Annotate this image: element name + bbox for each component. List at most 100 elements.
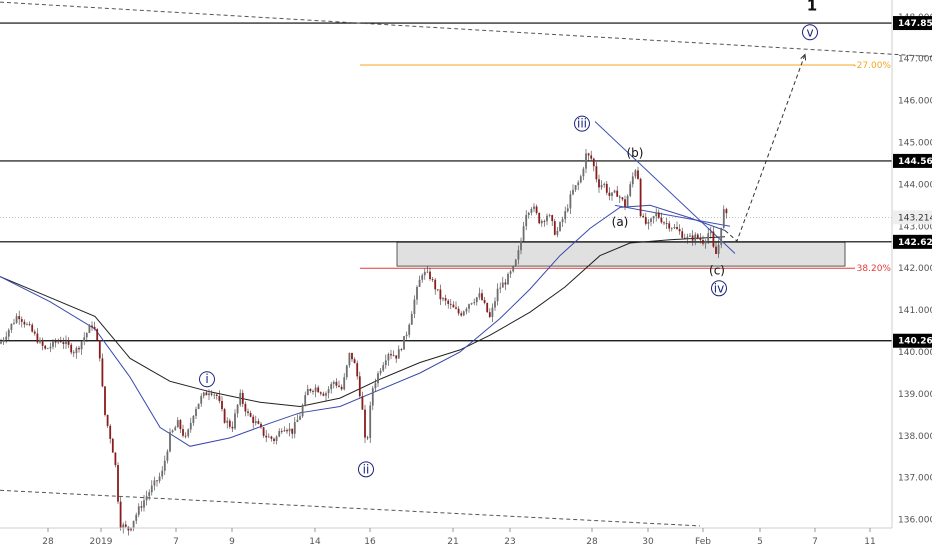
candle-body	[423, 271, 426, 276]
candle-body	[130, 527, 132, 531]
candle-body	[59, 341, 62, 343]
y-tick-label: 136.000	[898, 516, 932, 526]
candle-body	[356, 363, 359, 377]
candle-body	[663, 222, 665, 224]
trendline-lower-dashed[interactable]	[0, 489, 701, 527]
trendline-upper-dashed[interactable]	[0, 1, 932, 58]
wave-circle	[711, 280, 727, 297]
candle-body	[647, 221, 650, 224]
candle-body	[657, 212, 660, 218]
candle-body	[618, 196, 621, 198]
wave-circle	[574, 115, 590, 132]
candle-body	[626, 195, 629, 207]
current-price-tag	[893, 210, 932, 225]
candle-body	[262, 427, 265, 436]
candle-body	[400, 349, 403, 351]
candle-body	[681, 231, 684, 238]
candle-body	[275, 436, 278, 442]
candle-body	[85, 333, 88, 338]
candle-body	[330, 383, 333, 390]
candle-body	[429, 271, 431, 280]
candle-body	[179, 420, 182, 430]
candle-body	[473, 302, 476, 304]
candle-body	[296, 419, 299, 423]
candle-body	[195, 408, 197, 416]
candle-body	[483, 300, 486, 303]
candle-body	[343, 377, 346, 390]
y-tick-label: 142.000	[898, 264, 932, 274]
candle-body	[660, 217, 663, 223]
wave-label[interactable]: 1	[807, 0, 817, 14]
candle-body	[327, 389, 330, 394]
candle-body	[582, 168, 585, 177]
candle-body	[595, 166, 598, 180]
y-tick-label: 141.000	[898, 306, 932, 316]
candle-body	[10, 323, 13, 330]
candle-body	[78, 347, 80, 350]
candle-body	[613, 190, 616, 193]
candle-body	[364, 409, 366, 438]
support-zone[interactable]	[396, 241, 846, 267]
candle-body	[163, 460, 166, 471]
wave-label[interactable]: (c)	[709, 263, 725, 277]
wave-label[interactable]: iii	[577, 117, 587, 131]
candle-body	[117, 465, 119, 502]
candle-body	[611, 192, 613, 196]
x-tick-label: 30	[642, 537, 654, 547]
candle-body	[205, 392, 208, 396]
candle-body	[161, 470, 164, 477]
candle-body	[704, 240, 707, 244]
x-tick-label: 21	[447, 537, 458, 547]
candle-body	[221, 400, 223, 410]
wave-label[interactable]: iv	[714, 281, 724, 295]
candle-body	[33, 331, 36, 334]
candle-body	[127, 526, 130, 531]
trendline-wedge-bottom[interactable]	[614, 204, 731, 227]
candle-body	[556, 230, 559, 235]
candle-body	[72, 352, 75, 354]
candle-body	[504, 282, 507, 285]
x-tick-label: 5	[757, 537, 763, 547]
candle-body	[564, 211, 567, 220]
candle-body	[533, 206, 535, 209]
candle-body	[65, 340, 67, 345]
candle-body	[460, 313, 463, 316]
candle-body	[551, 215, 554, 222]
candle-body	[652, 216, 655, 219]
candle-body	[150, 485, 153, 493]
candle-body	[234, 413, 236, 429]
candle-body	[96, 329, 99, 341]
price-tag	[893, 153, 932, 168]
candle-body	[408, 324, 411, 335]
candle-body	[709, 231, 712, 234]
wave-label[interactable]: (b)	[627, 146, 644, 160]
candle-body	[616, 190, 619, 197]
candle-body	[522, 226, 525, 241]
moving-average-slow	[0, 236, 726, 408]
candle-body	[15, 316, 18, 323]
y-tick-label: 146.000	[898, 97, 932, 107]
candle-body	[210, 393, 213, 395]
wave-label[interactable]: (a)	[612, 215, 629, 229]
trendline-wedge-top[interactable]	[594, 121, 736, 254]
candle-body	[158, 476, 161, 481]
candle-body	[332, 381, 335, 384]
wave-label[interactable]: ii	[363, 462, 370, 476]
candle-body	[145, 496, 148, 501]
candle-body	[306, 388, 309, 396]
candle-body	[13, 322, 15, 324]
candle-body	[566, 208, 569, 212]
y-tick-label: 143.000	[898, 222, 932, 232]
candle-body	[439, 289, 442, 300]
projection-path[interactable]	[724, 54, 806, 242]
candle-body	[527, 212, 530, 216]
wave-label[interactable]: v	[806, 25, 813, 39]
candle-body	[257, 421, 260, 424]
wave-label[interactable]: i	[205, 372, 208, 386]
candle-body	[208, 393, 210, 396]
current-price-label: 143.214	[898, 213, 932, 223]
candle-body	[676, 226, 678, 230]
candle-body	[395, 355, 398, 359]
candle-body	[348, 352, 351, 366]
